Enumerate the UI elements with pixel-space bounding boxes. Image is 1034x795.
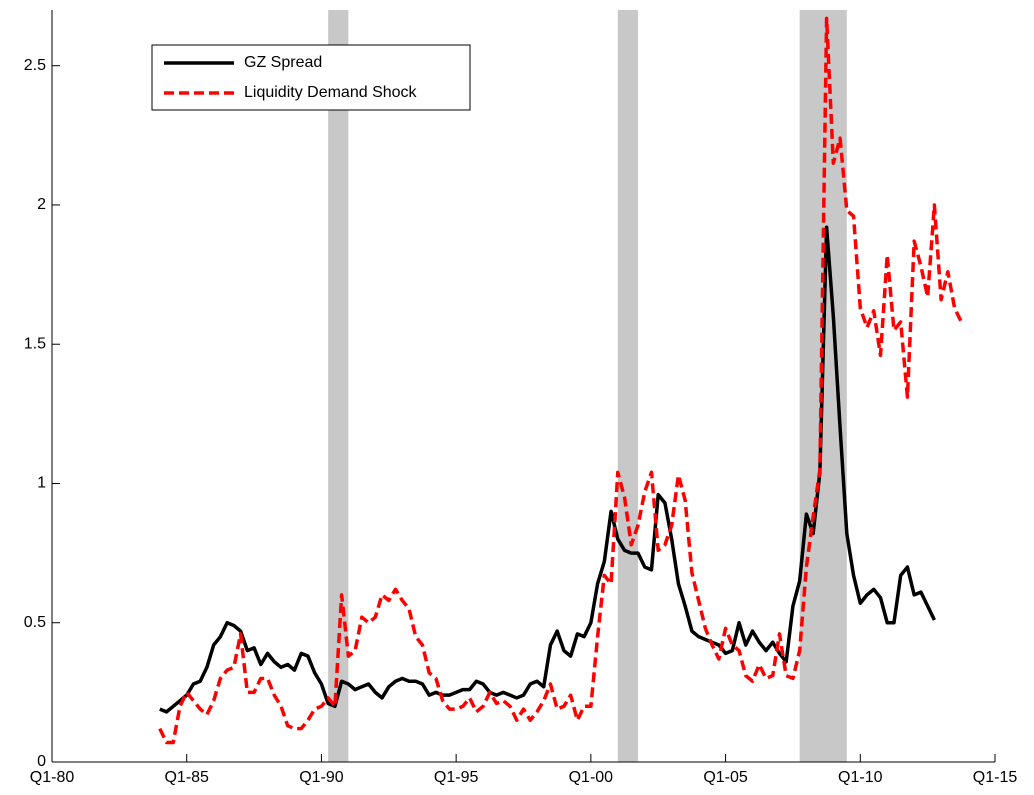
y-tick-label: 2.5 xyxy=(24,57,46,74)
x-tick-label: Q1-85 xyxy=(164,769,209,786)
y-tick-label: 0 xyxy=(37,753,46,770)
recession-band xyxy=(328,10,349,762)
x-tick-label: Q1-15 xyxy=(973,769,1018,786)
x-tick-label: Q1-90 xyxy=(299,769,344,786)
x-tick-label: Q1-00 xyxy=(569,769,614,786)
x-tick-label: Q1-95 xyxy=(434,769,479,786)
legend-box xyxy=(151,44,471,111)
y-tick-label: 0.5 xyxy=(24,614,46,631)
y-tick-label: 1.5 xyxy=(24,335,46,352)
series-line xyxy=(159,225,936,714)
legend-label: GZ Spread xyxy=(244,54,322,71)
x-tick-label: Q1-05 xyxy=(703,769,748,786)
series-line xyxy=(158,16,963,745)
x-tick-label: Q1-10 xyxy=(838,769,883,786)
x-tick-label: Q1-80 xyxy=(30,769,75,786)
y-tick-label: 1 xyxy=(37,475,46,492)
legend-label: Liquidity Demand Shock xyxy=(244,84,418,101)
recession-band xyxy=(617,10,639,762)
y-tick-label: 2 xyxy=(37,196,46,213)
